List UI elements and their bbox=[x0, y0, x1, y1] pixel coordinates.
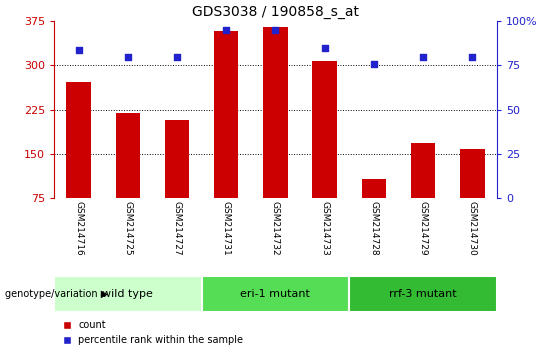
Text: GSM214730: GSM214730 bbox=[468, 201, 477, 255]
Text: rrf-3 mutant: rrf-3 mutant bbox=[389, 289, 457, 299]
Text: GSM214716: GSM214716 bbox=[74, 201, 83, 255]
Point bbox=[173, 54, 181, 59]
Bar bbox=[460, 149, 484, 198]
Text: GSM214733: GSM214733 bbox=[320, 201, 329, 255]
Point bbox=[320, 45, 329, 51]
Bar bbox=[312, 61, 337, 198]
Legend: count, percentile rank within the sample: count, percentile rank within the sample bbox=[59, 316, 247, 349]
Bar bbox=[116, 113, 140, 198]
Bar bbox=[201, 276, 349, 312]
Text: wild type: wild type bbox=[103, 289, 153, 299]
Text: GSM214727: GSM214727 bbox=[172, 201, 181, 255]
Bar bbox=[263, 27, 288, 198]
Bar bbox=[411, 143, 435, 198]
Title: GDS3038 / 190858_s_at: GDS3038 / 190858_s_at bbox=[192, 5, 359, 19]
Bar bbox=[349, 276, 497, 312]
Bar bbox=[66, 82, 91, 198]
Point bbox=[124, 54, 132, 59]
Text: GSM214732: GSM214732 bbox=[271, 201, 280, 255]
Point bbox=[222, 27, 231, 33]
Bar bbox=[54, 276, 201, 312]
Text: GSM214728: GSM214728 bbox=[369, 201, 379, 255]
Text: GSM214731: GSM214731 bbox=[222, 201, 231, 255]
Text: GSM214725: GSM214725 bbox=[123, 201, 132, 255]
Text: eri-1 mutant: eri-1 mutant bbox=[240, 289, 310, 299]
Text: GSM214729: GSM214729 bbox=[418, 201, 428, 255]
Point bbox=[418, 54, 427, 59]
Point bbox=[271, 27, 280, 33]
Point bbox=[75, 47, 83, 52]
Bar bbox=[361, 179, 386, 198]
Bar bbox=[214, 31, 239, 198]
Point bbox=[369, 61, 378, 67]
Bar bbox=[165, 120, 190, 198]
Point bbox=[468, 54, 476, 59]
Text: genotype/variation ▶: genotype/variation ▶ bbox=[5, 289, 109, 299]
